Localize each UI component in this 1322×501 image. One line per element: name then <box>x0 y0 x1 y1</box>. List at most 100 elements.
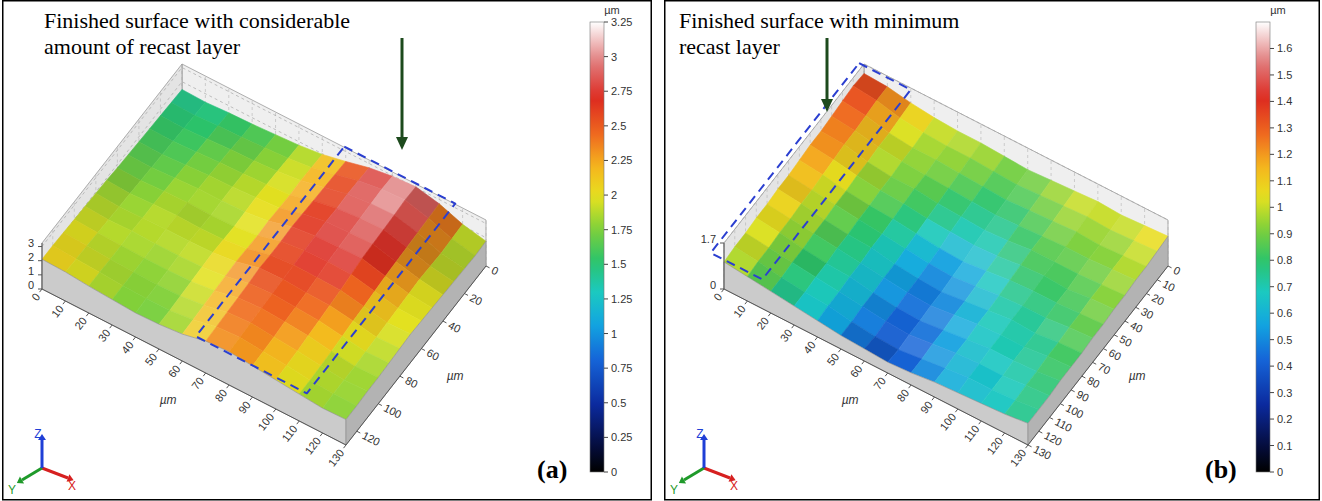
y-tick <box>464 294 468 296</box>
colorbar-tick-label: 0.6 <box>1277 307 1292 319</box>
triad-label: X <box>68 479 76 493</box>
x-tick-label: 0 <box>711 291 724 303</box>
y-tick <box>1136 307 1140 309</box>
y-tick-label: 80 <box>403 374 419 390</box>
y-tick-label: 60 <box>425 346 441 362</box>
y-tick <box>421 349 425 351</box>
colorbar-bar <box>590 22 604 472</box>
x-tick-label: 70 <box>189 375 206 392</box>
x-tick <box>815 337 817 340</box>
y-tick-label: 20 <box>468 291 484 307</box>
x-tick-label: 60 <box>166 363 183 380</box>
colorbar-tick-label: 1.1 <box>1277 175 1292 187</box>
triad-axis <box>704 468 730 478</box>
colorbar-tick <box>1270 180 1274 181</box>
x-tick <box>297 421 299 424</box>
z-tick-label: 0 <box>710 279 716 291</box>
highlight-outline <box>196 147 455 394</box>
colorbar-tick-label: 1.25 <box>611 293 632 305</box>
panel-border <box>665 1 1320 500</box>
x-axis-title: µm <box>842 393 859 407</box>
colorbar-tick-label: 2.25 <box>611 154 632 166</box>
colorbar-tick <box>604 91 608 92</box>
back-wall <box>42 64 182 289</box>
y-axis-title: µm <box>1129 369 1146 383</box>
y-tick <box>443 321 447 323</box>
x-axis-line <box>724 289 1028 445</box>
colorbar-tick-label: 2.5 <box>611 120 626 132</box>
y-tick-label: 0 <box>489 264 500 277</box>
x-tick-label: 100 <box>255 411 276 433</box>
colorbar-tick <box>1270 74 1274 75</box>
panel: 0102030405060708090100110120130010203040… <box>665 1 1320 500</box>
y-tick <box>1093 362 1097 364</box>
surface <box>42 89 486 419</box>
colorbar-tick <box>604 472 608 473</box>
z-tick <box>38 274 42 275</box>
grid <box>42 64 486 289</box>
colorbar-bar <box>1256 22 1270 472</box>
y-tick <box>1060 404 1064 406</box>
x-tick-label: 100 <box>937 411 958 433</box>
y-tick-label: 100 <box>1064 402 1086 421</box>
colorbar-tick-label: 0.75 <box>611 362 632 374</box>
x-tick <box>320 433 322 436</box>
y-tick <box>1071 390 1075 392</box>
x-tick <box>227 385 229 388</box>
x-tick <box>156 349 158 352</box>
x-tick <box>862 361 864 364</box>
z-tick-label: 0 <box>28 279 34 291</box>
annotation-arrowhead <box>821 99 833 112</box>
x-tick-label: 10 <box>49 303 66 320</box>
x-tick <box>180 361 182 364</box>
y-tick-label: 120 <box>360 429 382 448</box>
triad-axis <box>22 468 42 480</box>
y-tick <box>486 266 490 268</box>
y-tick-label: 10 <box>1161 278 1177 294</box>
axes: 0102030405060708090100110120130010203040… <box>701 233 1183 469</box>
colorbar-tick-label: 0.5 <box>611 397 626 409</box>
colorbar-tick <box>1270 339 1274 340</box>
y-axis-line <box>1028 266 1168 445</box>
x-tick <box>1026 445 1028 448</box>
colorbar-tick-label: 2 <box>611 189 617 201</box>
y-tick-label: 120 <box>1042 429 1064 448</box>
colorbar-tick-label: 0.8 <box>1277 254 1292 266</box>
x-tick <box>792 325 794 328</box>
x-tick <box>203 373 205 376</box>
x-tick <box>838 349 840 352</box>
x-tick-label: 80 <box>212 387 229 404</box>
x-tick <box>768 313 770 316</box>
annotation-arrow <box>401 38 404 139</box>
colorbar-tick-label: 0.1 <box>1277 440 1292 452</box>
x-tick-label: 40 <box>119 339 136 356</box>
grid-line <box>42 110 486 289</box>
colorbar-tick <box>1270 366 1274 367</box>
colorbar-tick <box>1270 472 1274 473</box>
colorbar-tick-label: 0.7 <box>1277 281 1292 293</box>
x-tick <box>1002 433 1004 436</box>
y-tick <box>1050 417 1054 419</box>
y-tick <box>357 431 361 433</box>
grid <box>724 64 1168 289</box>
colorbar-tick-label: 3 <box>611 51 617 63</box>
x-tick <box>955 409 957 412</box>
x-tick-label: 20 <box>72 315 89 332</box>
colorbar-tick-label: 0.2 <box>1277 413 1292 425</box>
x-tick-label: 130 <box>1008 447 1029 469</box>
z-axis-line <box>42 243 43 289</box>
colorbar-tick <box>1270 154 1274 155</box>
triad-arrowhead <box>17 477 24 484</box>
colorbar-tick <box>604 125 608 126</box>
y-tick <box>400 376 404 378</box>
y-tick <box>378 404 382 406</box>
y-tick <box>1168 266 1172 268</box>
y-tick-label: 40 <box>1128 319 1144 335</box>
figure: 0102030405060708090100110120130020406080… <box>0 0 1322 501</box>
x-tick-label: 40 <box>801 339 818 356</box>
grid-line <box>724 110 1168 289</box>
axes-triad: XYZ <box>670 427 738 497</box>
x-tick-label: 110 <box>279 423 299 444</box>
colorbar-tick-label: 0.3 <box>1277 387 1292 399</box>
colorbar-tick-label: 1 <box>1277 201 1283 213</box>
